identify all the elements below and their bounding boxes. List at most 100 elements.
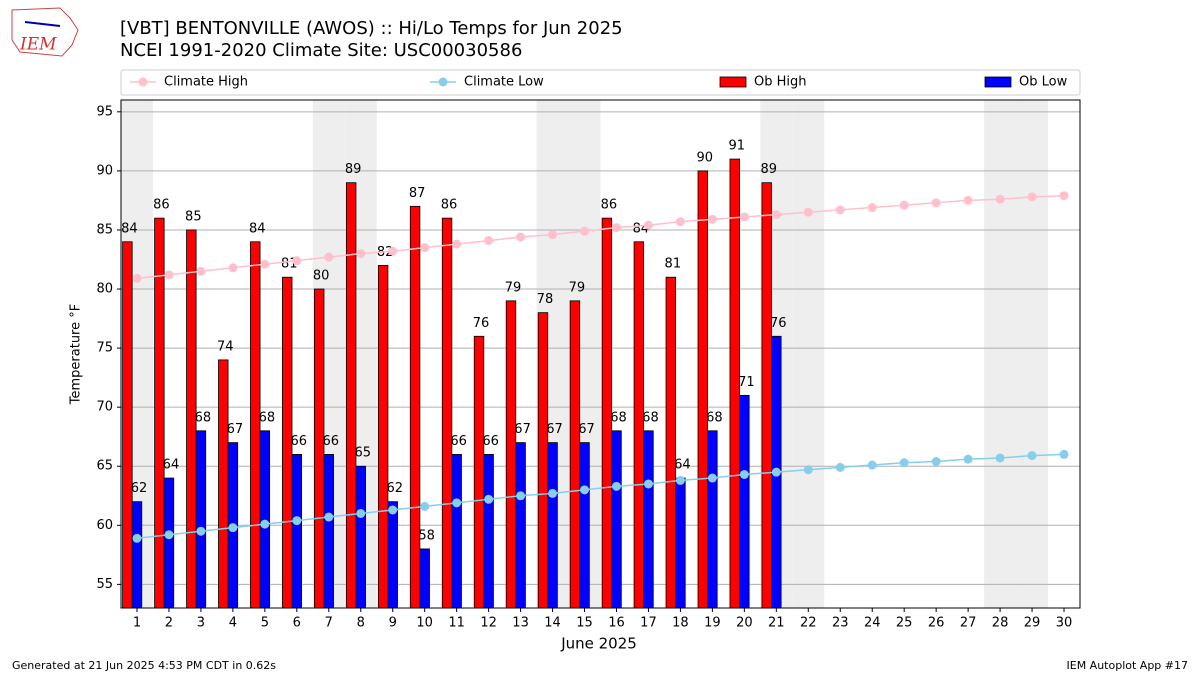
- bar: [419, 548, 430, 609]
- bar-value-label: 85: [185, 209, 202, 224]
- line-point: [452, 239, 462, 249]
- bar-value-label: 68: [642, 410, 659, 425]
- line-point: [643, 479, 653, 489]
- x-tick-label: 2: [165, 616, 173, 631]
- line-point: [803, 465, 813, 475]
- bar: [483, 454, 494, 609]
- bar-value-label: 68: [610, 410, 627, 425]
- y-tick-label: 85: [96, 222, 113, 237]
- x-tick-label: 7: [325, 616, 333, 631]
- legend-marker: [438, 77, 448, 87]
- line-point: [899, 458, 909, 468]
- bar: [377, 264, 389, 609]
- footer-left: Generated at 21 Jun 2025 4:53 PM CDT in …: [12, 659, 276, 672]
- plot-frame: [120, 99, 1081, 609]
- bar: [355, 465, 366, 609]
- bar-value-label: 74: [217, 339, 234, 354]
- bar-value-label: 76: [770, 316, 787, 331]
- line-point: [324, 512, 334, 522]
- line-point: [771, 210, 781, 220]
- line-point: [707, 473, 717, 483]
- x-tick-label: 18: [672, 616, 689, 631]
- bar-value-label: 84: [249, 221, 266, 236]
- bar: [291, 454, 303, 609]
- legend-swatch: [984, 76, 1012, 88]
- bar-value-label: 67: [227, 422, 244, 437]
- x-tick-label: 23: [832, 616, 849, 631]
- x-tick-label: 12: [480, 616, 497, 631]
- chart-title: [VBT] BENTONVILLE (AWOS) :: Hi/Lo Temps …: [120, 18, 623, 39]
- line-point: [548, 488, 558, 498]
- bar: [675, 477, 686, 609]
- bar-value-label: 86: [153, 198, 170, 213]
- bar: [441, 217, 453, 609]
- legend-label: Ob High: [754, 75, 807, 90]
- bar-value-label: 62: [386, 481, 403, 496]
- bar-value-label: 65: [354, 446, 371, 461]
- line-point: [675, 217, 685, 227]
- line-point: [260, 519, 270, 529]
- line-point: [420, 243, 430, 253]
- line-point: [1059, 449, 1069, 459]
- x-tick-label: 15: [576, 616, 593, 631]
- x-tick-label: 3: [197, 616, 205, 631]
- bar-value-label: 90: [697, 150, 714, 165]
- line-point: [803, 207, 813, 217]
- bar: [323, 454, 334, 609]
- y-tick-label: 95: [96, 104, 113, 119]
- line-point: [963, 454, 973, 464]
- x-tick-label: 17: [640, 616, 657, 631]
- x-tick-label: 5: [261, 616, 269, 631]
- legend-label: Climate Low: [464, 75, 544, 90]
- line-point: [196, 526, 206, 536]
- line-point: [132, 273, 142, 283]
- y-tick-label: 80: [96, 282, 113, 297]
- bar: [451, 454, 462, 609]
- legend-marker: [138, 77, 148, 87]
- y-tick-label: 90: [96, 163, 113, 178]
- line-point: [835, 205, 845, 215]
- bar: [345, 182, 357, 609]
- line-point: [771, 467, 781, 477]
- line-point: [420, 501, 430, 511]
- x-tick-label: 29: [1024, 616, 1041, 631]
- line-point: [611, 223, 621, 233]
- line-point: [1027, 451, 1037, 461]
- line-point: [835, 462, 845, 472]
- line-point: [132, 533, 142, 543]
- x-tick-label: 28: [992, 616, 1009, 631]
- line-point: [228, 263, 238, 273]
- line-point: [388, 505, 398, 515]
- logo-icon: [24, 21, 61, 27]
- line-point: [484, 236, 494, 246]
- x-tick-label: 13: [512, 616, 529, 631]
- chart-subtitle: NCEI 1991-2020 Climate Site: USC00030586: [120, 40, 522, 61]
- x-tick-label: 22: [800, 616, 817, 631]
- bar-value-label: 79: [505, 280, 522, 295]
- line-point: [995, 194, 1005, 204]
- x-tick-label: 8: [357, 616, 365, 631]
- line-point: [867, 460, 877, 470]
- line-point: [707, 214, 717, 224]
- bar-value-label: 67: [578, 422, 595, 437]
- line-point: [995, 453, 1005, 463]
- line-point: [739, 470, 749, 480]
- bar-value-label: 91: [728, 139, 745, 154]
- bar-value-label: 76: [473, 316, 490, 331]
- line-point: [516, 232, 526, 242]
- bar-value-label: 64: [674, 458, 691, 473]
- bar-value-label: 64: [163, 458, 180, 473]
- y-axis-label: Temperature °F: [69, 304, 84, 405]
- bar-value-label: 66: [323, 434, 340, 449]
- line-point: [388, 246, 398, 256]
- line-point: [164, 530, 174, 540]
- line-point: [739, 212, 749, 222]
- bar: [707, 430, 718, 609]
- line-point: [356, 249, 366, 259]
- x-tick-label: 25: [896, 616, 913, 631]
- x-tick-label: 30: [1056, 616, 1073, 631]
- x-tick-label: 4: [229, 616, 237, 631]
- line: [136, 194, 1065, 280]
- bar: [643, 430, 654, 609]
